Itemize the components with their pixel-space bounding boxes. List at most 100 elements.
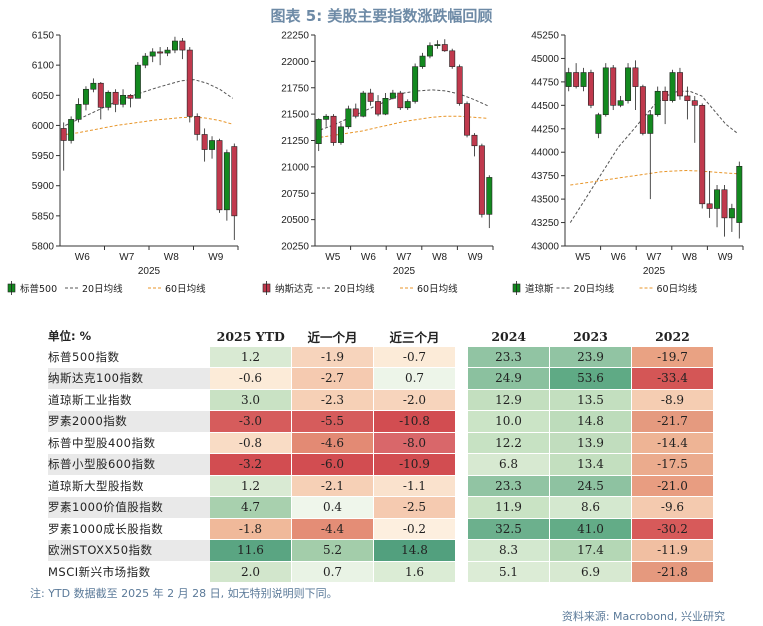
- unit-label: 单位: %: [48, 329, 92, 344]
- candle-body: [330, 115, 337, 143]
- candle-body: [419, 55, 426, 67]
- return-cell: -21.8: [631, 561, 714, 583]
- candle-body: [595, 114, 602, 134]
- legend-label: 20日均线: [574, 283, 615, 295]
- y-tick-label: 21000: [281, 162, 309, 173]
- candle: [337, 122, 344, 145]
- candle-body: [194, 116, 201, 135]
- return-cell: -2.1: [291, 475, 374, 497]
- ma20-line: [569, 90, 739, 223]
- candle: [82, 86, 89, 111]
- return-cell: -21.0: [631, 475, 714, 497]
- candle: [449, 48, 456, 69]
- return-cell: 23.3: [468, 346, 550, 368]
- y-tick-label: 21750: [281, 83, 309, 94]
- candle-body: [662, 90, 669, 101]
- index-name: 罗素2000指数: [48, 410, 210, 432]
- candle: [632, 60, 639, 111]
- candle-body: [164, 49, 171, 54]
- return-cell: -0.2: [373, 518, 456, 540]
- candle: [223, 149, 230, 221]
- return-cell: 6.8: [468, 453, 550, 476]
- return-cell: -1.8: [210, 518, 292, 540]
- column-gap: [456, 432, 469, 454]
- column-gap: [456, 411, 469, 433]
- candle: [587, 69, 594, 109]
- candle: [201, 128, 208, 162]
- candle: [352, 103, 359, 119]
- candle-body: [639, 86, 646, 134]
- legend-label: 纳斯达克: [275, 283, 314, 295]
- candle-body: [82, 88, 89, 105]
- return-cell: 10.0: [468, 410, 550, 433]
- candle-body: [714, 189, 721, 209]
- column-gap: [456, 540, 469, 562]
- candle-body: [315, 119, 322, 144]
- candle-body: [323, 115, 330, 120]
- candle-body: [112, 91, 119, 105]
- return-cell: 13.9: [549, 432, 632, 454]
- candle-body: [231, 146, 238, 217]
- return-cell: 5.2: [291, 539, 374, 562]
- candle: [90, 78, 97, 93]
- candle-body: [223, 152, 230, 211]
- return-cell: 24.5: [549, 475, 632, 497]
- candle-body: [669, 72, 676, 101]
- candle: [157, 47, 164, 66]
- candle-body: [471, 134, 478, 147]
- return-cell: 24.9: [468, 367, 550, 390]
- return-cell: 1.6: [373, 561, 456, 583]
- candle-body: [728, 208, 735, 219]
- y-tick-label: 6100: [32, 61, 55, 72]
- return-cell: -17.5: [631, 453, 714, 476]
- candle: [209, 136, 216, 159]
- candle: [478, 143, 485, 218]
- legend-label: 标普500: [20, 283, 57, 295]
- candle-body: [216, 140, 223, 211]
- return-cell: -10.9: [373, 453, 456, 476]
- return-cell: 12.9: [468, 389, 550, 411]
- candle-body: [134, 64, 141, 99]
- candle: [610, 65, 617, 111]
- candle: [714, 185, 721, 228]
- table-row: 罗素1000价值股指数 4.7 0.4 -2.5 11.9 8.6 -9.6: [48, 496, 714, 519]
- return-cell: 0.4: [291, 496, 374, 519]
- candle-body: [171, 40, 178, 51]
- return-cell: -2.7: [291, 367, 374, 390]
- return-cell: 17.4: [549, 539, 632, 562]
- y-tick-label: 5900: [32, 181, 55, 192]
- return-cell: 6.9: [549, 561, 632, 583]
- legend: 标普500 20日均线 60日均线: [7, 281, 206, 295]
- candle-body: [691, 100, 698, 106]
- candle-body: [706, 203, 713, 209]
- ma60-line: [65, 116, 233, 135]
- candle-body: [389, 92, 396, 99]
- column-gap: [456, 518, 469, 540]
- candle-body: [617, 100, 624, 106]
- return-cell: -6.0: [291, 453, 374, 476]
- candle-body: [478, 145, 485, 215]
- column-gap: [456, 475, 469, 497]
- candle-body: [647, 114, 654, 134]
- index-name: 道琼斯大型股指数: [48, 478, 144, 493]
- table-row: 欧洲STOXX50指数 11.6 5.2 14.8 8.3 17.4 -11.9: [48, 539, 714, 562]
- candle: [565, 67, 572, 92]
- candle: [323, 114, 330, 127]
- candle-body: [127, 94, 134, 99]
- candle-body: [201, 134, 208, 150]
- candle-body: [97, 82, 104, 108]
- candle-body: [142, 55, 149, 66]
- candle-body: [75, 104, 82, 120]
- chart-sp500: 5800 5850 5900 5950 6000 6050 6100 6150 W6 W7 W8 W9…: [0, 22, 250, 302]
- return-cell: -3.0: [210, 410, 292, 433]
- return-cell: -0.7: [373, 346, 456, 368]
- col-header: 2023: [573, 328, 608, 344]
- candle: [375, 95, 382, 117]
- candle: [186, 47, 193, 123]
- year-label: 2025: [393, 266, 416, 277]
- candle-body: [456, 66, 463, 104]
- candle: [486, 175, 493, 229]
- index-name: 罗素1000成长股指数: [48, 521, 164, 536]
- candle: [676, 67, 683, 100]
- candle: [171, 36, 178, 54]
